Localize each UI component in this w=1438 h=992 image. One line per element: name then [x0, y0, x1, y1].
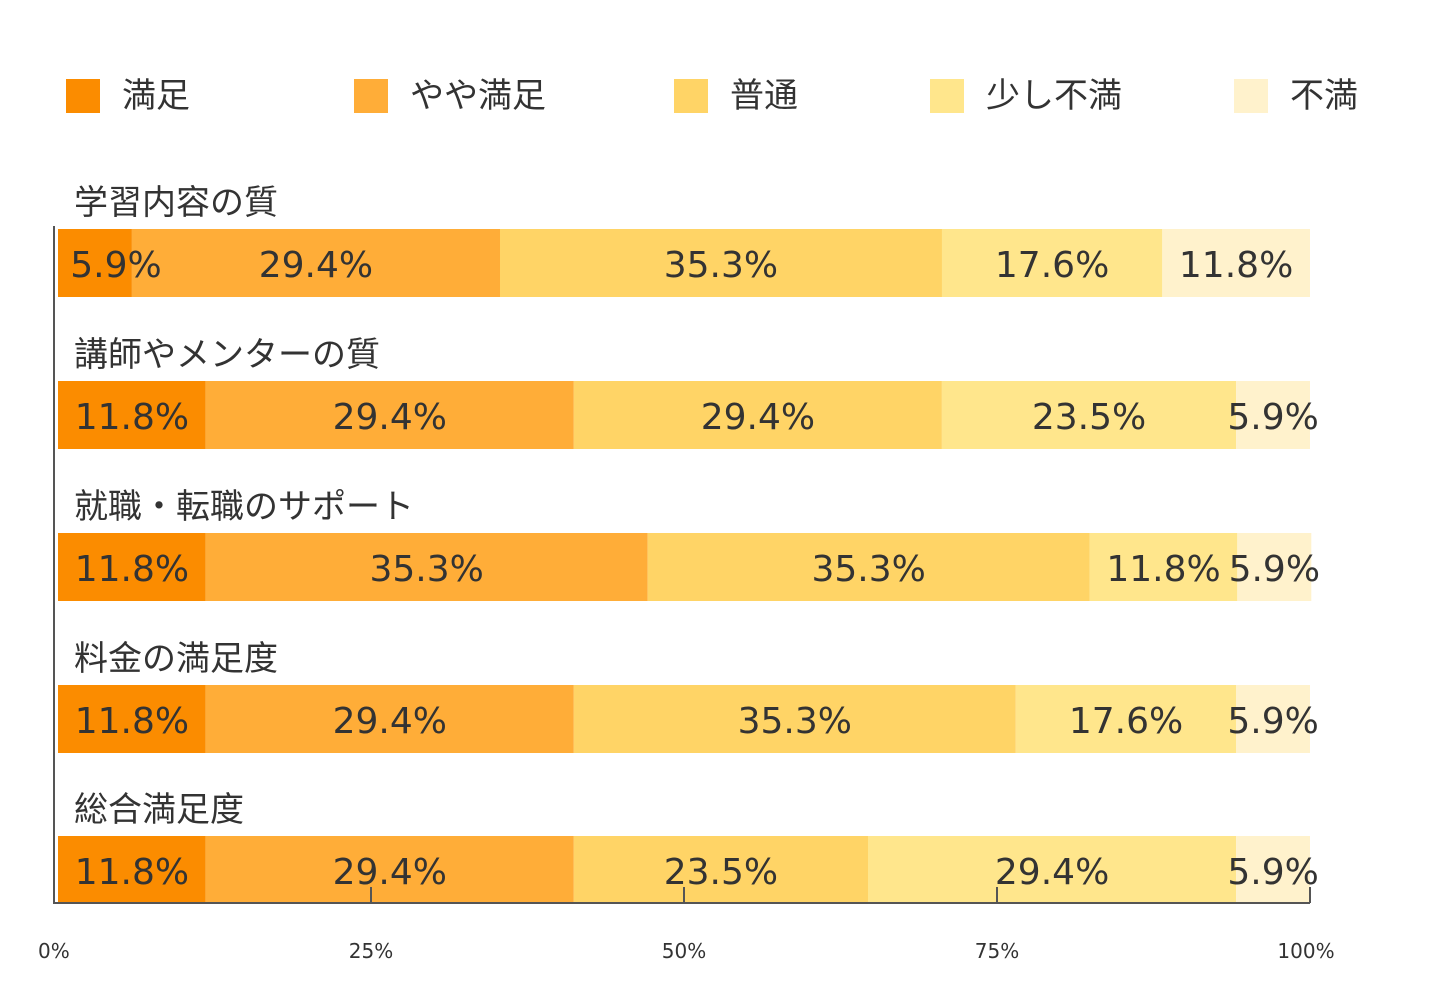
value-label-r3-s5: 5.9%: [1229, 549, 1320, 590]
x-tick-label-3: 75%: [975, 939, 1019, 963]
value-label-r5-s4: 29.4%: [995, 852, 1109, 893]
value-label-r2-s1: 11.8%: [75, 397, 189, 438]
bar-segment-r5-s1: [58, 836, 206, 904]
bar-segment-r1-s3: [500, 229, 942, 297]
bar-segment-r4-s4: [1015, 685, 1237, 753]
value-label-r5-s5: 5.9%: [1227, 852, 1318, 893]
bar-segment-r3-s5: [1237, 533, 1312, 601]
value-label-r1-s3: 35.3%: [664, 245, 778, 286]
value-label-r1-s4: 17.6%: [995, 245, 1109, 286]
bar-rows: 学習内容の質 5.9% 29.4% 35.3% 17.6% 11.8% 講師やメンターの質 1…: [58, 183, 1320, 904]
bar-segment-r1-s2: [131, 229, 500, 297]
bar-segment-r3-s2: [205, 533, 648, 601]
value-label-r5-s3: 23.5%: [664, 852, 778, 893]
category-label-1: 学習内容の質: [74, 183, 278, 223]
bar-segment-r4-s5: [1236, 685, 1310, 753]
x-tick-label-2: 50%: [662, 939, 706, 963]
value-label-r5-s2: 29.4%: [333, 852, 447, 893]
legend-label-4: 少し不満: [986, 76, 1122, 116]
legend-label-3: 普通: [730, 76, 798, 116]
legend-swatch-5: [1234, 79, 1268, 113]
legend-swatch-3: [674, 79, 708, 113]
bar-segment-r2-s1: [58, 381, 206, 449]
value-label-r3-s4: 11.8%: [1106, 549, 1220, 590]
value-label-r4-s1: 11.8%: [75, 701, 189, 742]
bar-segment-r4-s3: [573, 685, 1016, 753]
bar-segment-r4-s1: [58, 685, 206, 753]
bar-segment-r2-s5: [1236, 381, 1310, 449]
bar-segment-r3-s4: [1089, 533, 1238, 601]
value-label-r2-s5: 5.9%: [1227, 397, 1318, 438]
bar-segment-r5-s4: [868, 836, 1237, 904]
value-label-r4-s2: 29.4%: [333, 701, 447, 742]
x-tick-label-0: 0%: [38, 939, 70, 963]
x-axis: 0% 25% 50% 75% 100%: [38, 226, 1335, 963]
bar-segment-r2-s4: [941, 381, 1237, 449]
category-label-4: 料金の満足度: [74, 639, 278, 679]
value-label-r3-s3: 35.3%: [812, 549, 926, 590]
bar-segment-r1-s5: [1162, 229, 1310, 297]
bar-segment-r3-s1: [58, 533, 206, 601]
value-label-r1-s2: 29.4%: [259, 245, 373, 286]
category-label-3: 就職・転職のサポート: [74, 487, 414, 527]
bar-segment-r3-s3: [647, 533, 1090, 601]
bar-segment-r5-s3: [573, 836, 868, 904]
bar-segment-r5-s2: [205, 836, 574, 904]
bar-segment-r2-s2: [205, 381, 574, 449]
value-label-r4-s4: 17.6%: [1069, 701, 1183, 742]
legend: 満足 やや満足 普通 少し不満 不満: [66, 76, 1358, 116]
value-label-r1-s5: 11.8%: [1179, 245, 1293, 286]
x-tick-label-4: 100%: [1277, 939, 1334, 963]
value-label-r3-s1: 11.8%: [75, 549, 189, 590]
value-label-r4-s3: 35.3%: [738, 701, 852, 742]
value-label-r2-s4: 23.5%: [1032, 397, 1146, 438]
bar-segment-r5-s5: [1236, 836, 1310, 904]
value-label-r2-s2: 29.4%: [333, 397, 447, 438]
legend-label-2: やや満足: [410, 76, 546, 116]
value-label-r3-s2: 35.3%: [370, 549, 484, 590]
bar-segment-r2-s3: [573, 381, 942, 449]
value-label-r5-s1: 11.8%: [75, 852, 189, 893]
legend-swatch-1: [66, 79, 100, 113]
legend-swatch-2: [354, 79, 388, 113]
category-label-2: 講師やメンターの質: [74, 335, 380, 375]
legend-label-5: 不満: [1290, 76, 1358, 116]
value-label-r2-s3: 29.4%: [701, 397, 815, 438]
legend-swatch-4: [930, 79, 964, 113]
bar-segment-r1-s4: [941, 229, 1163, 297]
value-label-r4-s5: 5.9%: [1227, 701, 1318, 742]
value-label-r1-s1: 5.9%: [70, 245, 161, 286]
bar-segment-r1-s1: [58, 229, 132, 297]
legend-label-1: 満足: [122, 76, 190, 116]
category-label-5: 総合満足度: [74, 790, 244, 830]
bar-segment-r4-s2: [205, 685, 574, 753]
x-tick-label-1: 25%: [349, 939, 393, 963]
